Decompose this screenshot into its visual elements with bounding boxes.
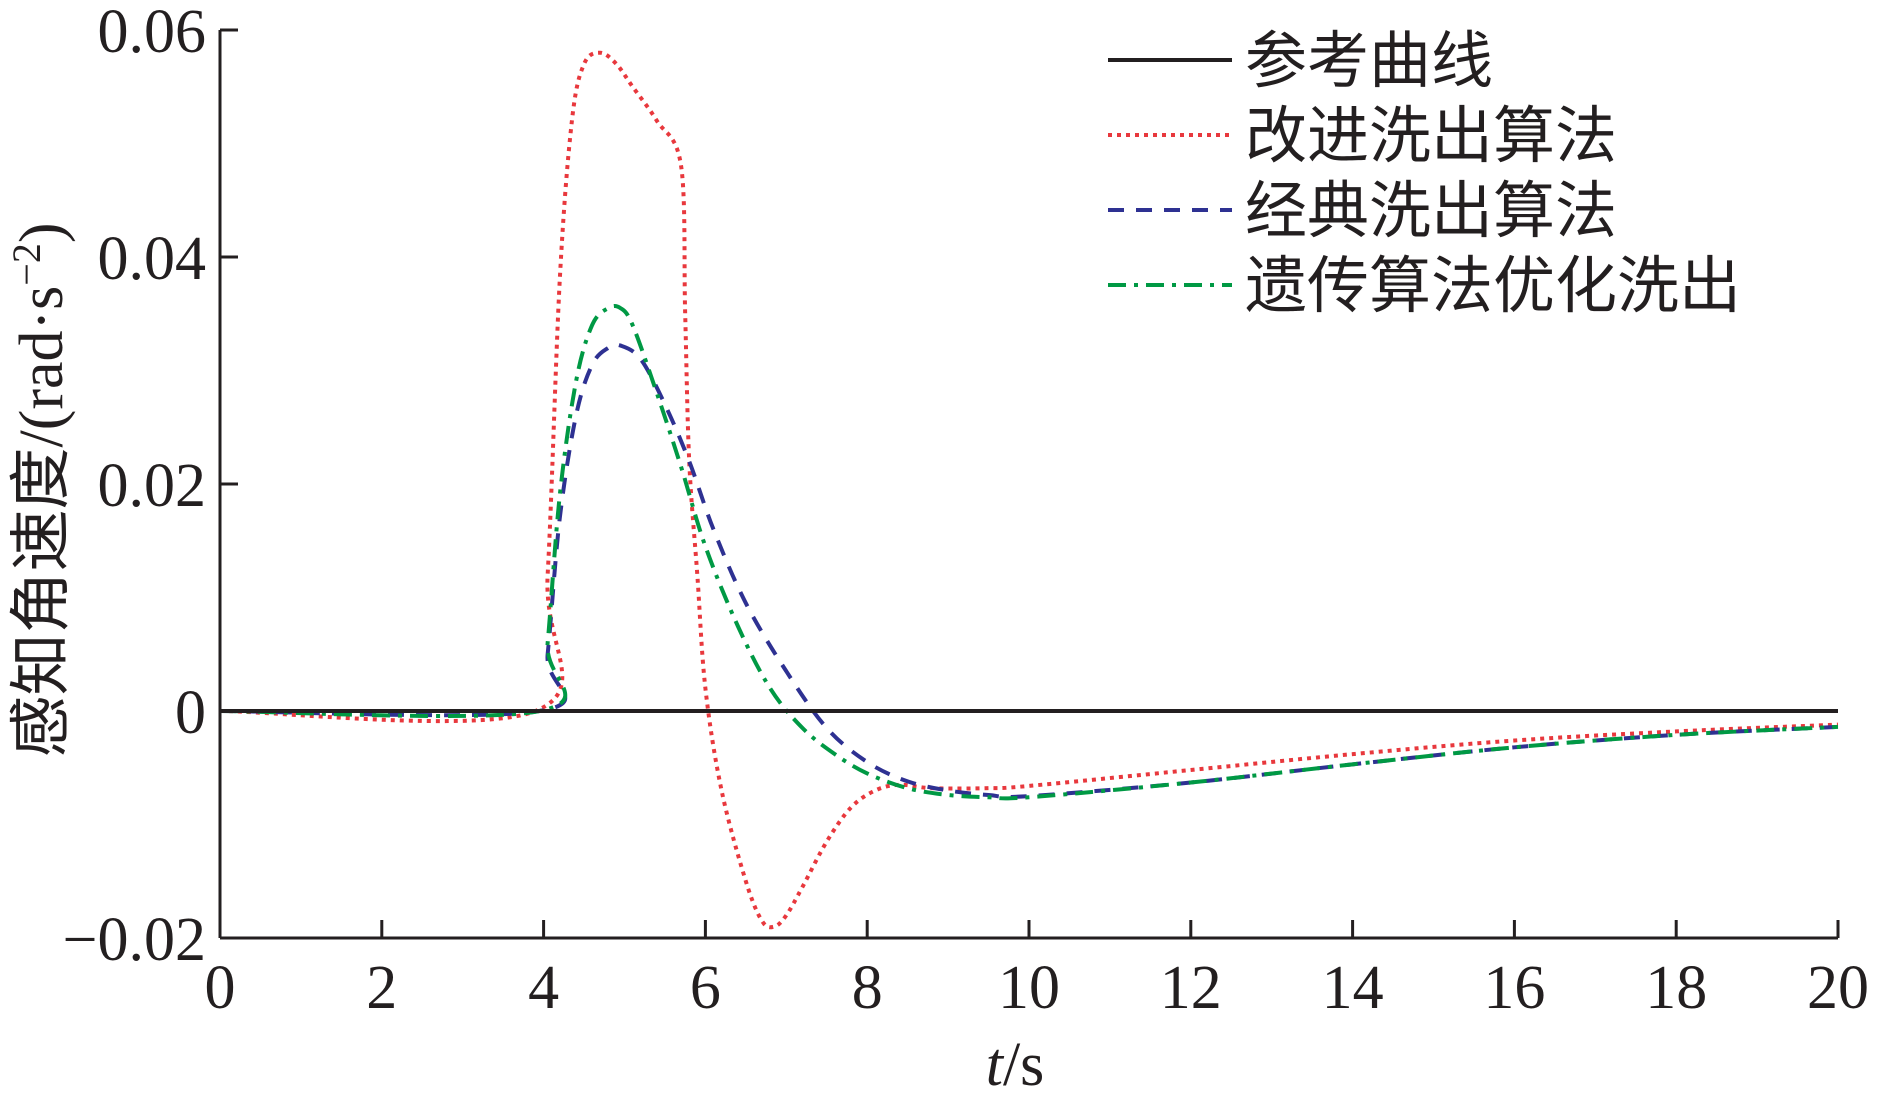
classic-washout-line <box>219 342 1839 799</box>
legend-label: 参考曲线 <box>1245 24 1493 97</box>
ga-optimized-washout-line <box>219 303 1839 801</box>
y-tick-label: 0 <box>175 679 206 747</box>
y-axis-title-close: ) <box>8 222 76 243</box>
x-tick-label: 6 <box>690 954 721 1022</box>
y-axis-title-main: 感知角速度/(rad·s <box>8 286 76 758</box>
x-tick-label: 8 <box>852 954 883 1022</box>
x-tick-label: 10 <box>998 954 1060 1022</box>
plot-lines <box>219 50 1839 930</box>
x-tick-label: 4 <box>528 954 559 1022</box>
y-tick-label: 0.02 <box>98 452 207 520</box>
x-axis-title: t/s <box>986 1031 1045 1096</box>
x-tick-label: 14 <box>1322 954 1384 1022</box>
x-tick-label: 18 <box>1645 954 1707 1022</box>
x-tick-label: 0 <box>205 954 236 1022</box>
x-tick-label: 20 <box>1807 954 1869 1022</box>
x-axis-title-unit: /s <box>1003 1031 1044 1096</box>
y-tick-label: −0.02 <box>63 906 206 974</box>
y-tick-label: 0.06 <box>98 0 207 66</box>
y-tick-label: 0.04 <box>98 225 207 293</box>
legend-label: 遗传算法优化洗出 <box>1245 249 1741 322</box>
legend-label: 改进洗出算法 <box>1245 99 1617 172</box>
legend-label: 经典洗出算法 <box>1245 174 1617 247</box>
x-tick-label: 2 <box>366 954 397 1022</box>
y-axis-title: 感知角速度/(rad·s−2) <box>4 222 76 757</box>
improved-washout-line <box>219 50 1839 930</box>
x-tick-label: 16 <box>1483 954 1545 1022</box>
y-axis-title-superscript: −2 <box>4 243 49 286</box>
x-tick-label: 12 <box>1160 954 1222 1022</box>
x-axis-title-variable: t <box>986 1031 1005 1096</box>
